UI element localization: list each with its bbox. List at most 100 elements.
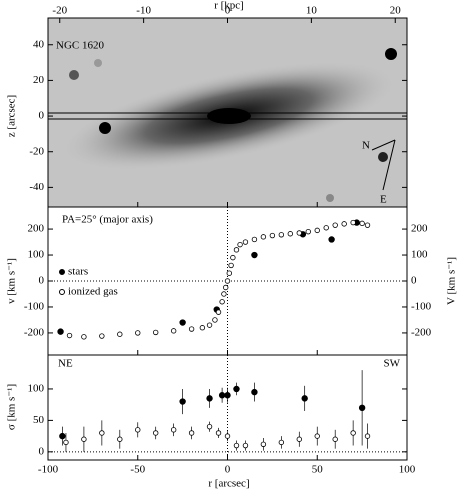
panel-title: PA=25° (major axis) <box>62 214 153 226</box>
gas-point <box>188 326 195 332</box>
gas-point <box>224 433 231 439</box>
y-tick-label: 100 <box>28 249 45 261</box>
field-star <box>385 48 397 60</box>
gas-point <box>359 220 365 227</box>
gas-point <box>260 234 267 240</box>
gas-point <box>323 225 329 231</box>
gas-point <box>206 322 213 328</box>
star-point <box>179 398 186 405</box>
gas-point <box>215 430 222 436</box>
gas-point <box>212 317 218 323</box>
gas-point <box>99 430 105 436</box>
y-tick-label: 0 <box>39 275 45 287</box>
gas-point <box>215 309 222 315</box>
compass-east <box>382 139 396 191</box>
gas-point <box>170 328 177 334</box>
y-tick-label: 200 <box>28 223 45 235</box>
gas-point <box>135 427 141 433</box>
compass-label: N <box>362 140 370 152</box>
gas-point <box>135 330 141 336</box>
gas-point <box>251 236 258 243</box>
gas-point <box>223 284 229 291</box>
star-point <box>251 251 258 259</box>
gas-point <box>332 436 338 442</box>
gas-point <box>99 333 105 339</box>
y-tick-label: 0 <box>39 110 45 122</box>
gas-point <box>341 221 347 227</box>
gas-point <box>305 228 311 235</box>
gas-point <box>364 433 371 439</box>
y2-tick-label: 200 <box>411 223 428 235</box>
gas-point <box>170 427 177 433</box>
gas-point <box>350 219 356 226</box>
x-tick-label: 0 <box>225 464 231 476</box>
x2-tick-label: 20 <box>390 5 402 17</box>
y-tick-label: -40 <box>29 181 44 193</box>
gas-point <box>296 436 302 442</box>
gas-point <box>260 441 267 447</box>
gas-point <box>152 430 159 436</box>
y2-tick-label: 0 <box>411 275 417 287</box>
x-tick-label: -50 <box>130 464 145 476</box>
legend-label: stars <box>68 266 88 278</box>
y-tick-label: -20 <box>29 145 44 157</box>
y2-axis-label: V [km s⁻¹] <box>446 257 458 305</box>
x2-axis-label: r [kpc] <box>214 0 244 12</box>
gas-point <box>206 423 213 430</box>
x-axis-label: r [arcsec] <box>208 478 249 490</box>
y-axis-label: σ [km s⁻¹] <box>6 384 18 430</box>
gas-point <box>278 439 285 446</box>
gas-point <box>237 241 243 248</box>
x-tick-label: 100 <box>399 464 416 476</box>
field-star <box>99 122 111 134</box>
gas-point <box>117 436 123 442</box>
y-tick-label: -100 <box>24 300 45 312</box>
legend-marker <box>59 289 65 295</box>
gas-point <box>242 442 249 449</box>
gas-point <box>233 442 240 449</box>
annotation: NE <box>58 358 73 370</box>
x2-tick-label: -10 <box>136 5 151 17</box>
gas-point <box>287 231 294 237</box>
star-point <box>59 432 66 440</box>
legend-marker <box>59 269 65 275</box>
star-point <box>57 328 64 335</box>
gas-point <box>314 227 320 234</box>
star-point <box>328 236 335 243</box>
gas-point <box>117 331 123 337</box>
y2-tick-label: 100 <box>411 249 428 261</box>
gas-point <box>228 262 234 269</box>
gas-point <box>296 230 302 236</box>
gas-point <box>314 433 320 439</box>
y-tick-label: -200 <box>24 326 45 338</box>
y2-tick-label: -100 <box>411 300 432 312</box>
gas-point <box>364 222 371 228</box>
y-tick-label: 0 <box>39 445 45 457</box>
x-tick-label: 50 <box>312 464 324 476</box>
y-tick-label: 50 <box>33 414 45 426</box>
gas-point <box>63 439 69 446</box>
star-point <box>218 392 226 399</box>
gas-point <box>350 430 356 436</box>
gas-point <box>269 232 276 239</box>
gas-point <box>233 247 240 253</box>
annotation: SW <box>384 358 401 370</box>
x2-tick-label: -20 <box>52 5 67 17</box>
field-star <box>326 194 334 202</box>
gas-point <box>226 270 232 276</box>
gas-point <box>219 299 225 305</box>
star-point <box>233 385 240 393</box>
gas-point <box>221 291 227 297</box>
y-tick-label: 20 <box>33 74 45 86</box>
panel-title: NGC 1620 <box>56 40 104 52</box>
field-star <box>94 59 102 67</box>
field-star <box>378 152 388 162</box>
gas-point <box>242 239 249 245</box>
x2-tick-label: 0 <box>225 5 231 17</box>
star-point <box>179 319 186 326</box>
gas-point <box>332 222 338 228</box>
galaxy-nucleus <box>207 108 251 124</box>
compass-label: E <box>380 194 387 206</box>
gas-point <box>188 430 195 436</box>
